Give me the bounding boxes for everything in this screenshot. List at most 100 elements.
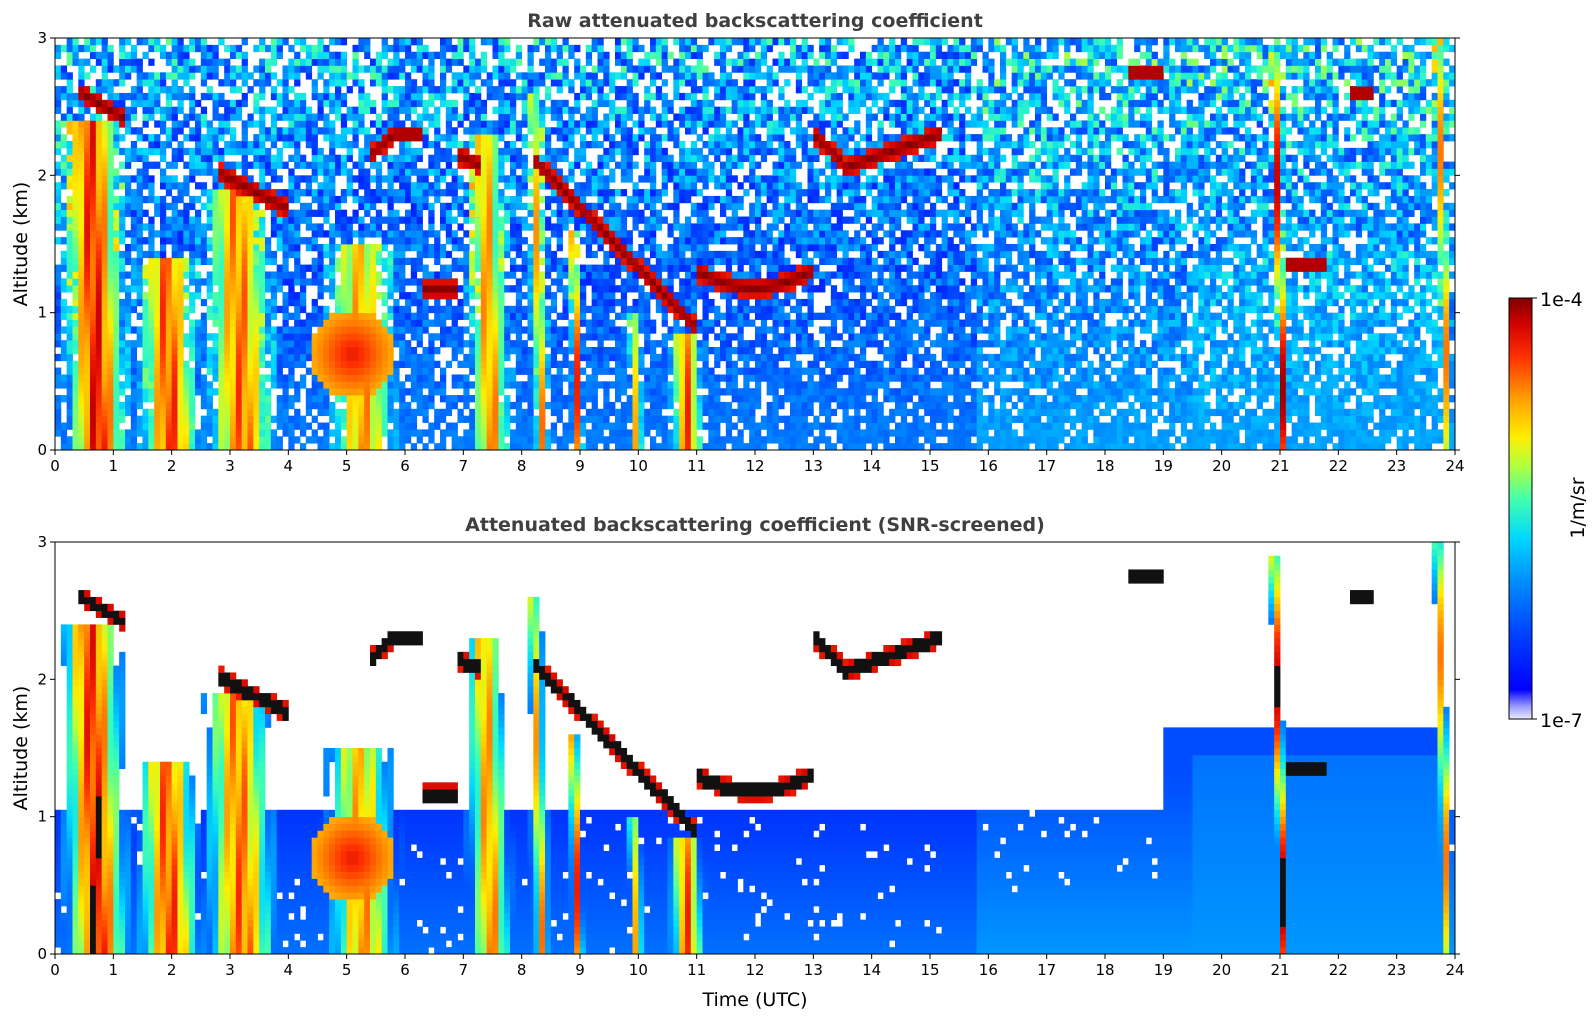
heatmap-cell [329, 429, 336, 437]
heatmap-cell [282, 134, 289, 142]
heatmap-cell [556, 244, 563, 252]
heatmap-cell [405, 44, 412, 53]
heatmap-cell [574, 422, 581, 430]
heatmap-cell [387, 340, 394, 348]
heatmap-cell [230, 429, 237, 437]
heatmap-cell [451, 134, 458, 142]
heatmap-cell [480, 244, 488, 252]
heatmap-cell [317, 292, 324, 300]
heatmap-cell [340, 141, 348, 149]
heatmap-cell [224, 395, 231, 403]
heatmap-cell [200, 312, 208, 320]
heatmap-cell [212, 44, 219, 53]
heatmap-cell [305, 120, 313, 128]
heatmap-cell [200, 223, 208, 231]
heatmap-cell [329, 72, 336, 80]
heatmap-cell [253, 415, 260, 423]
heatmap-cell [253, 292, 260, 300]
heatmap-cell [294, 58, 301, 66]
heatmap-cell [253, 395, 260, 403]
heatmap-cell [300, 319, 307, 327]
heatmap-cell [626, 408, 633, 417]
heatmap-cell [189, 230, 196, 238]
heatmap-cell [603, 326, 610, 334]
heatmap-cell [101, 51, 108, 59]
heatmap-cell [288, 381, 295, 389]
heatmap-cell [498, 106, 505, 114]
heatmap-cell [329, 127, 336, 135]
heatmap-cell [270, 333, 278, 341]
heatmap-cell [562, 360, 569, 368]
heatmap-cell [469, 436, 476, 444]
heatmap-cell [72, 182, 79, 190]
heatmap-cell [148, 86, 155, 94]
heatmap-cell [247, 298, 254, 307]
heatmap-cell [463, 230, 470, 238]
heatmap-cell [469, 360, 476, 368]
heatmap-cell [533, 360, 540, 368]
heatmap-cell [282, 264, 289, 272]
heatmap-cell [300, 360, 307, 368]
heatmap-cell [609, 408, 616, 417]
heatmap-cell [597, 65, 604, 73]
heatmap-cell [160, 209, 167, 217]
heatmap-cell [212, 106, 219, 114]
heatmap-cell [475, 443, 482, 451]
heatmap-cell [533, 374, 540, 382]
heatmap-cell [352, 340, 359, 348]
heatmap-cell [410, 120, 418, 128]
heatmap-cell [142, 298, 149, 307]
heatmap-cell [90, 298, 97, 307]
heatmap-cell [218, 38, 225, 46]
heatmap-cell [66, 92, 73, 101]
heatmap-cell [218, 202, 225, 211]
heatmap-cell [486, 189, 493, 197]
heatmap-cell [340, 443, 348, 451]
heatmap-cell [189, 298, 196, 307]
heatmap-cell [370, 195, 377, 204]
heatmap-cell [294, 298, 301, 307]
heatmap-cell [364, 230, 371, 238]
heatmap-cell [510, 79, 517, 87]
heatmap-cell [288, 360, 295, 368]
heatmap-cell [329, 168, 336, 176]
heatmap-cell [451, 443, 458, 451]
heatmap-cell [603, 381, 610, 389]
heatmap-cell [515, 182, 523, 190]
heatmap-cell [451, 347, 458, 355]
heatmap-cell [230, 175, 237, 183]
heatmap-cell [189, 422, 196, 430]
heatmap-cell [352, 127, 359, 135]
heatmap-cell [230, 216, 237, 224]
heatmap-cell [562, 72, 569, 80]
heatmap-cell [171, 79, 178, 87]
heatmap-cell [504, 340, 511, 348]
heatmap-cell [597, 340, 604, 348]
heatmap-cell [247, 401, 254, 410]
heatmap-cell [445, 401, 453, 410]
heatmap-cell [580, 319, 587, 327]
heatmap-cell [130, 353, 138, 362]
heatmap-cell [469, 429, 476, 437]
heatmap-cell [148, 134, 155, 142]
heatmap-cell [650, 182, 657, 190]
heatmap-cell [387, 120, 394, 128]
heatmap-cell [305, 58, 313, 66]
heatmap-cell [218, 120, 225, 128]
heatmap-cell [556, 333, 563, 341]
heatmap-cell [352, 250, 359, 259]
heatmap-cell [311, 58, 318, 66]
heatmap-cell [615, 422, 622, 430]
heatmap-cell [545, 353, 552, 362]
heatmap-cell [615, 147, 622, 156]
heatmap-cell [66, 285, 73, 293]
heatmap-cell [130, 326, 138, 334]
heatmap-cell [626, 312, 633, 320]
heatmap-cell [545, 65, 552, 73]
heatmap-cell [352, 278, 359, 286]
heatmap-cell [340, 264, 348, 272]
heatmap-cell [591, 305, 598, 314]
heatmap-cell [224, 388, 231, 396]
heatmap-cell [615, 216, 622, 224]
heatmap-cell [78, 161, 85, 169]
